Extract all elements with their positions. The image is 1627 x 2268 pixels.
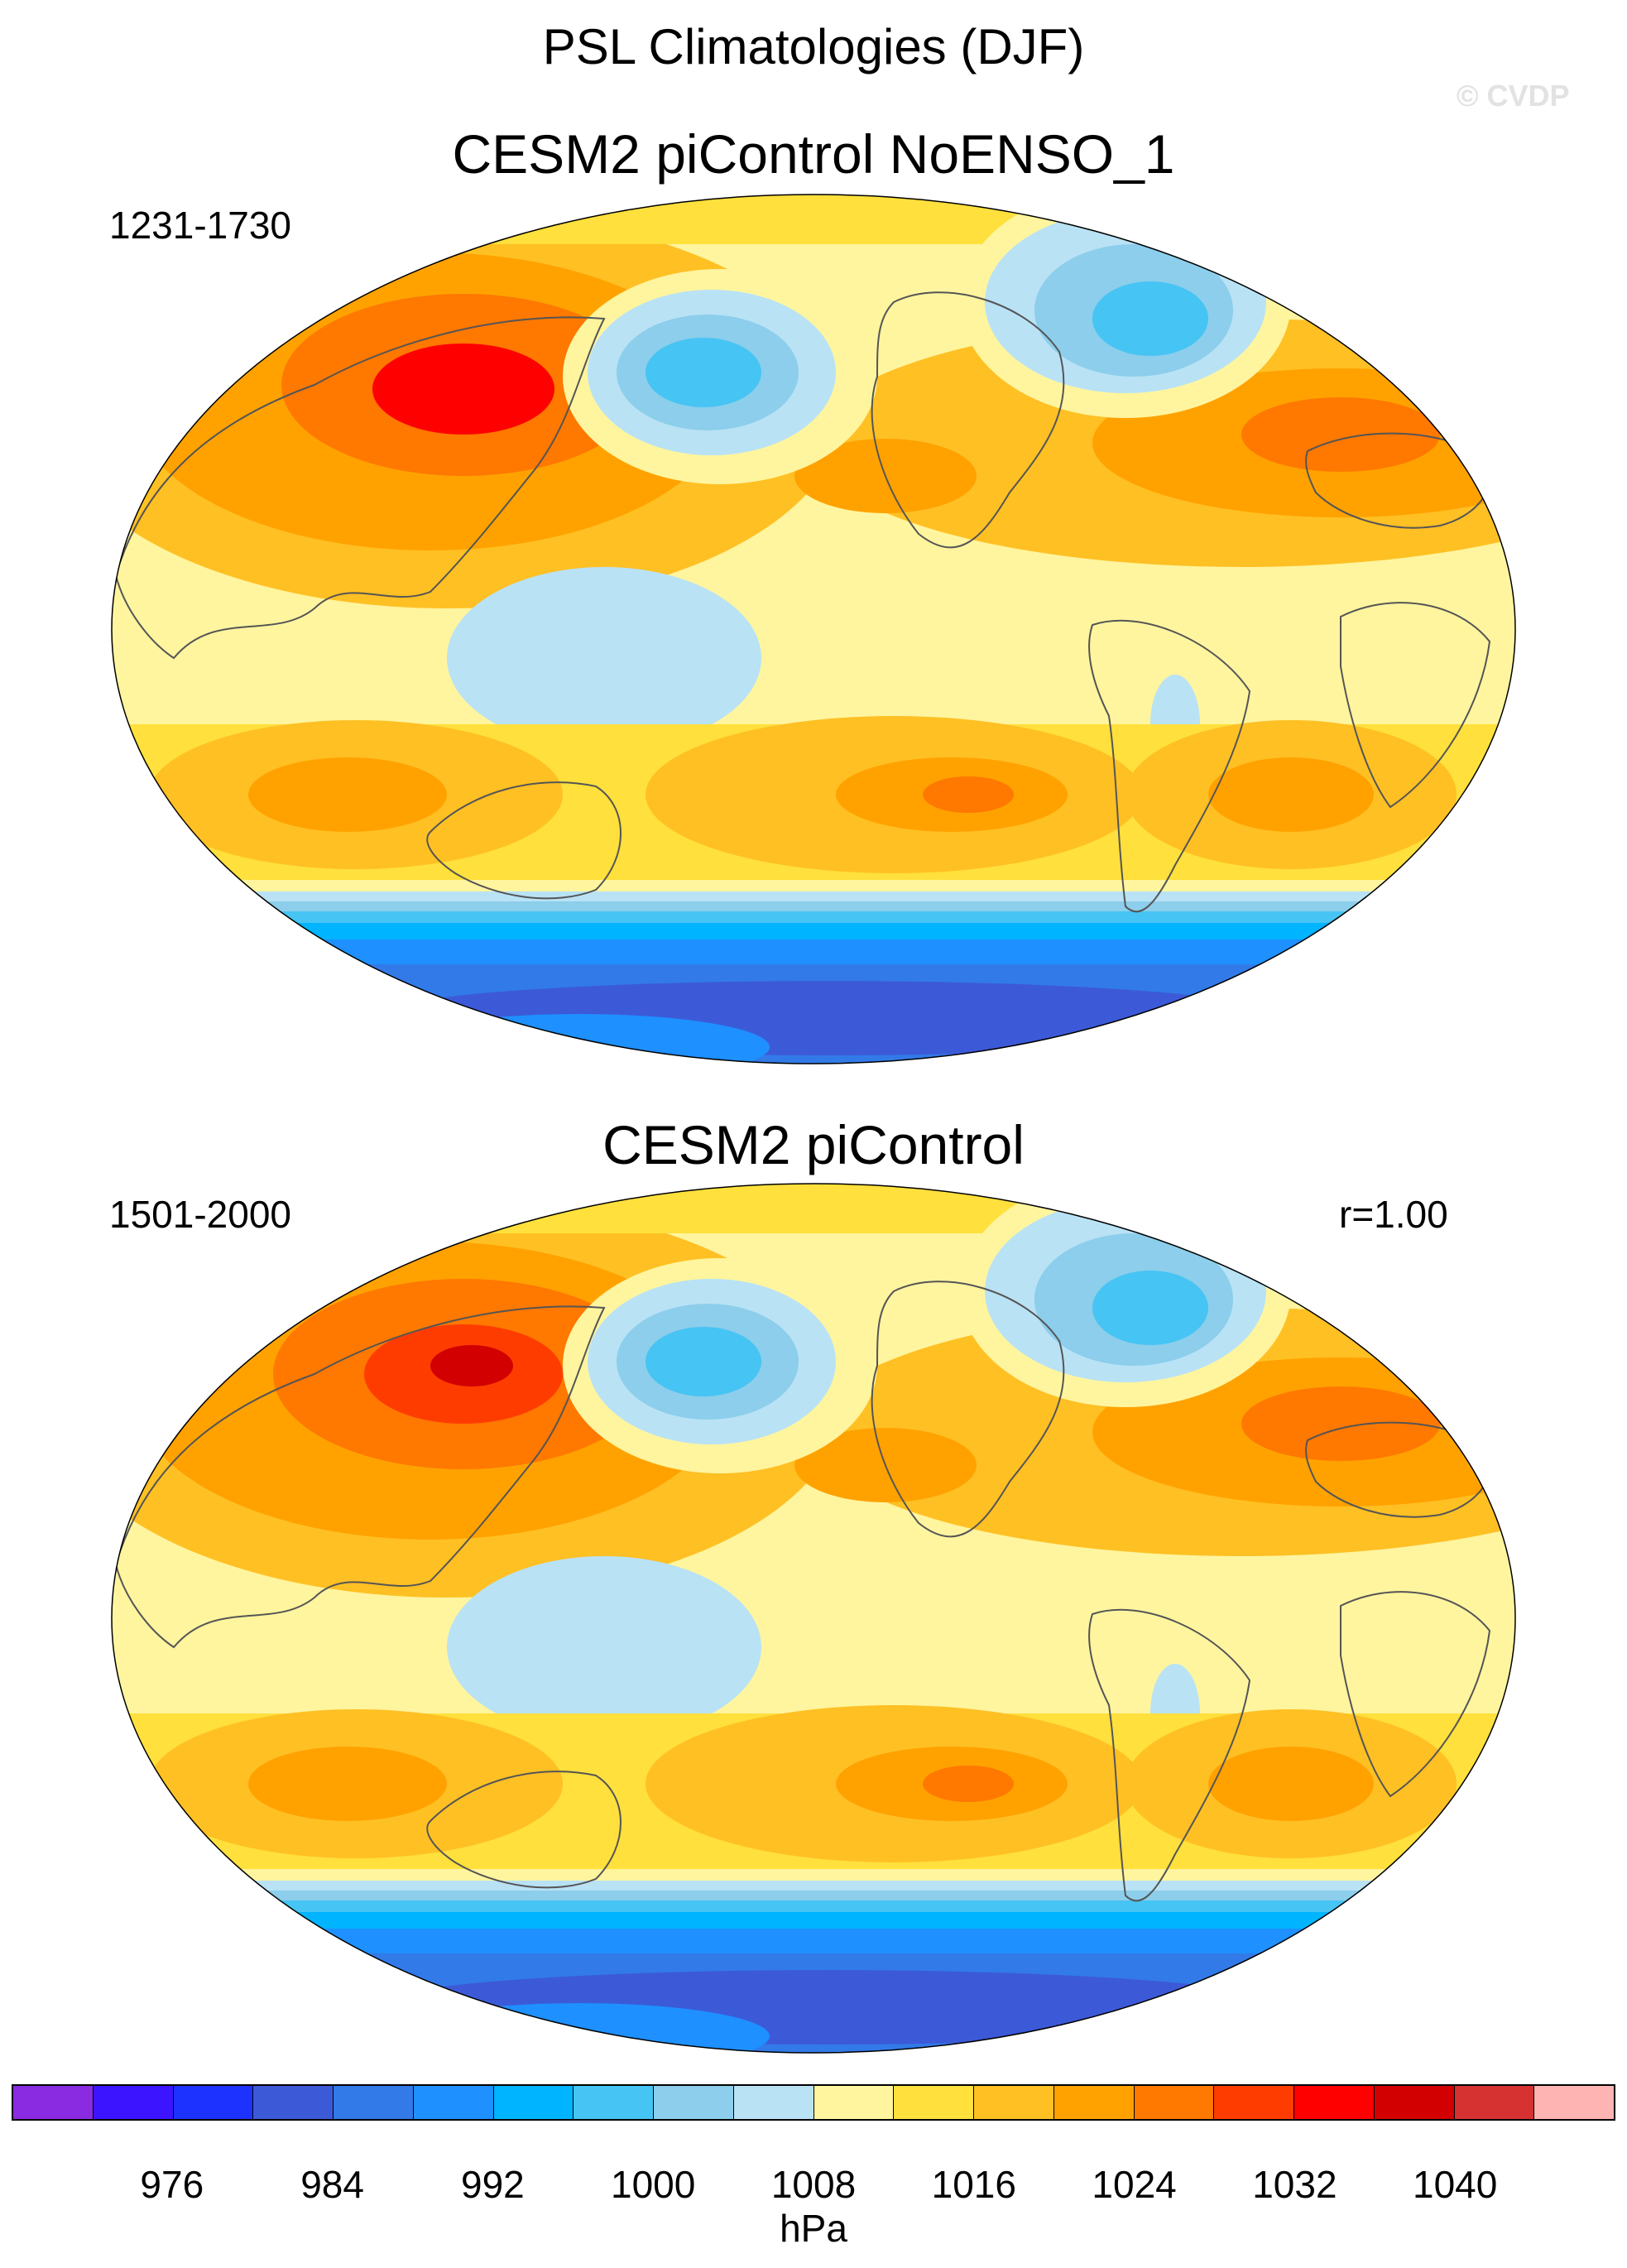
colorbar-swatch <box>334 2086 414 2119</box>
colorbar-swatch <box>13 2086 94 2119</box>
panel-1-map <box>111 194 1516 1064</box>
figure-title: PSL Climatologies (DJF) <box>542 19 1085 74</box>
colorbar-tick-label: 1024 <box>1092 2163 1177 2206</box>
panel-1-field <box>112 195 1515 1064</box>
colorbar-tick-label: 1008 <box>770 2163 857 2206</box>
colorbar-swatch <box>1294 2086 1375 2119</box>
panel-1-title: CESM2 piControl NoENSO_1 <box>452 123 1175 185</box>
colorbar-swatch <box>173 2086 254 2119</box>
colorbar-swatch <box>814 2086 895 2119</box>
colorbar-swatch <box>1214 2086 1294 2119</box>
panel-1-period: 1231-1730 <box>109 204 291 247</box>
colorbar-swatch <box>1134 2086 1215 2119</box>
panel-2-map <box>111 1183 1516 2054</box>
colorbar-swatch <box>1454 2086 1535 2119</box>
colorbar-swatch <box>1053 2086 1135 2119</box>
panel-2-title: CESM2 piControl <box>602 1114 1025 1175</box>
colorbar-tick-label: 992 <box>461 2163 525 2206</box>
colorbar-units: hPa <box>780 2207 847 2250</box>
colorbar-swatch <box>974 2086 1054 2119</box>
panel-2-period: 1501-2000 <box>109 1193 291 1236</box>
panel-2-field <box>112 1184 1515 2053</box>
colorbar <box>12 2084 1615 2121</box>
colorbar-tick-label: 984 <box>300 2163 364 2206</box>
watermark: © CVDP <box>1457 79 1570 113</box>
panel-2-correlation: r=1.00 <box>1339 1193 1448 1236</box>
colorbar-swatch <box>1374 2086 1455 2119</box>
panel-1-coastlines <box>114 291 1492 913</box>
colorbar-swatch <box>733 2086 814 2119</box>
colorbar-swatch <box>1534 2086 1614 2119</box>
colorbar-tick-label: 1000 <box>611 2163 696 2206</box>
colorbar-tick-label: 976 <box>140 2163 204 2206</box>
colorbar-swatch <box>493 2086 574 2119</box>
colorbar-swatch <box>654 2086 734 2119</box>
colorbar-swatch <box>253 2086 334 2119</box>
colorbar-swatch <box>413 2086 494 2119</box>
colorbar-tick-label: 1040 <box>1413 2163 1498 2206</box>
colorbar-tick-label: 1016 <box>931 2163 1016 2206</box>
colorbar-tick-label: 1032 <box>1252 2163 1337 2206</box>
colorbar-swatch <box>574 2086 654 2119</box>
colorbar-swatch <box>894 2086 974 2119</box>
panel-2-coastlines <box>114 1281 1492 1902</box>
colorbar-swatch <box>93 2086 174 2119</box>
